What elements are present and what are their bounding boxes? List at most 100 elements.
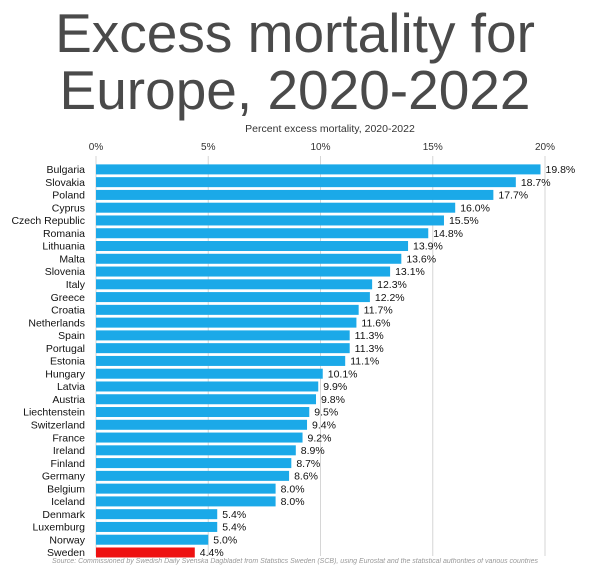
- value-label: 13.1%: [395, 266, 425, 278]
- category-label: Luxemburg: [32, 522, 85, 534]
- bar: [96, 419, 308, 430]
- bar: [96, 253, 402, 264]
- value-label: 5.4%: [222, 509, 246, 521]
- category-label: Malta: [59, 253, 85, 265]
- value-label: 8.0%: [281, 496, 305, 508]
- bar: [96, 407, 310, 418]
- category-label: Estonia: [50, 356, 85, 368]
- category-label: Hungary: [45, 368, 85, 380]
- x-axis-ticks: 0% 5% 10% 15% 20%: [89, 142, 555, 153]
- value-label: 19.8%: [546, 164, 576, 176]
- value-label: 9.4%: [312, 419, 336, 431]
- x-tick-label: 10%: [310, 142, 330, 153]
- category-label: Cyprus: [52, 202, 85, 214]
- bar: [96, 241, 409, 252]
- bar: [96, 292, 370, 303]
- bar: [96, 189, 494, 200]
- category-label: Norway: [49, 534, 85, 546]
- bar: [96, 343, 350, 354]
- bar: [96, 381, 319, 392]
- category-label: Spain: [58, 330, 85, 342]
- bar: [96, 304, 359, 315]
- value-label: 13.6%: [406, 253, 436, 265]
- x-tick-label: 20%: [535, 142, 555, 153]
- x-tick-label: 0%: [89, 142, 104, 153]
- category-label: Belgium: [47, 483, 85, 495]
- value-label: 8.7%: [296, 458, 320, 470]
- bar: [96, 202, 456, 213]
- chart-title-line-2: Europe, 2020-2022: [59, 59, 531, 121]
- category-label: Bulgaria: [46, 164, 85, 176]
- value-label: 9.5%: [314, 407, 338, 419]
- value-label: 12.2%: [375, 292, 405, 304]
- category-label: Austria: [52, 394, 85, 406]
- value-label: 4.4%: [200, 547, 224, 559]
- category-label: Finland: [51, 458, 86, 470]
- bar: [96, 445, 296, 456]
- bar: [96, 394, 317, 405]
- value-label: 12.3%: [377, 279, 407, 291]
- value-labels: 19.8%18.7%17.7% 16.0%15.5%14.8%13.9%13.6%…: [200, 164, 576, 559]
- category-label: Switzerland: [31, 419, 85, 431]
- category-label: Poland: [52, 190, 85, 202]
- value-label: 13.9%: [413, 241, 443, 253]
- bar: [96, 330, 350, 341]
- bar: [96, 458, 292, 469]
- category-label: Liechtenstein: [23, 407, 85, 419]
- category-label: Croatia: [51, 305, 85, 317]
- value-label: 8.6%: [294, 471, 318, 483]
- category-label: Netherlands: [28, 317, 85, 329]
- value-label: 11.1%: [350, 356, 379, 368]
- bar: [96, 355, 346, 366]
- value-label: 16.0%: [460, 202, 490, 214]
- bar: [96, 547, 195, 558]
- bar: [96, 470, 290, 481]
- bar: [96, 496, 276, 507]
- chart-title-line-1: Excess mortality for: [55, 2, 535, 64]
- bar: [96, 483, 276, 494]
- value-label: 18.7%: [521, 177, 551, 189]
- value-label: 9.8%: [321, 394, 345, 406]
- x-tick-label: 15%: [423, 142, 443, 153]
- value-label: 5.0%: [213, 534, 237, 546]
- category-label: Iceland: [51, 496, 85, 508]
- x-tick-label: 5%: [201, 142, 216, 153]
- bar: [96, 534, 209, 545]
- category-label: France: [52, 432, 85, 444]
- bar: [96, 215, 444, 226]
- value-label: 11.7%: [364, 305, 393, 317]
- category-label: Latvia: [57, 381, 85, 393]
- x-axis-title: Percent excess mortality, 2020-2022: [245, 123, 415, 135]
- value-label: 10.1%: [328, 368, 358, 380]
- bar: [96, 177, 516, 188]
- value-label: 11.6%: [361, 317, 390, 329]
- value-label: 14.8%: [433, 228, 463, 240]
- value-label: 9.9%: [323, 381, 347, 393]
- category-label: Denmark: [42, 509, 85, 521]
- category-label: Slovakia: [45, 177, 85, 189]
- bar: [96, 279, 373, 290]
- value-label: 8.9%: [301, 445, 325, 457]
- category-label: Czech Republic: [11, 215, 85, 227]
- category-label: Germany: [42, 471, 86, 483]
- category-label: Portugal: [46, 343, 85, 355]
- value-label: 17.7%: [498, 190, 528, 202]
- category-label: Lithuania: [42, 241, 85, 253]
- bars: [96, 164, 541, 558]
- bar: [96, 509, 218, 520]
- source-note: Source: Commissioned by Swedish Daily Sv…: [52, 558, 538, 565]
- value-label: 11.3%: [355, 343, 384, 355]
- category-label: Slovenia: [45, 266, 85, 278]
- category-label: Sweden: [47, 547, 85, 559]
- bar: [96, 164, 541, 175]
- category-label: Ireland: [53, 445, 85, 457]
- category-label: Greece: [51, 292, 86, 304]
- category-label: Romania: [43, 228, 85, 240]
- bar: [96, 266, 391, 277]
- value-label: 8.0%: [281, 483, 305, 495]
- value-label: 9.2%: [308, 432, 332, 444]
- value-label: 11.3%: [355, 330, 384, 342]
- value-label: 15.5%: [449, 215, 479, 227]
